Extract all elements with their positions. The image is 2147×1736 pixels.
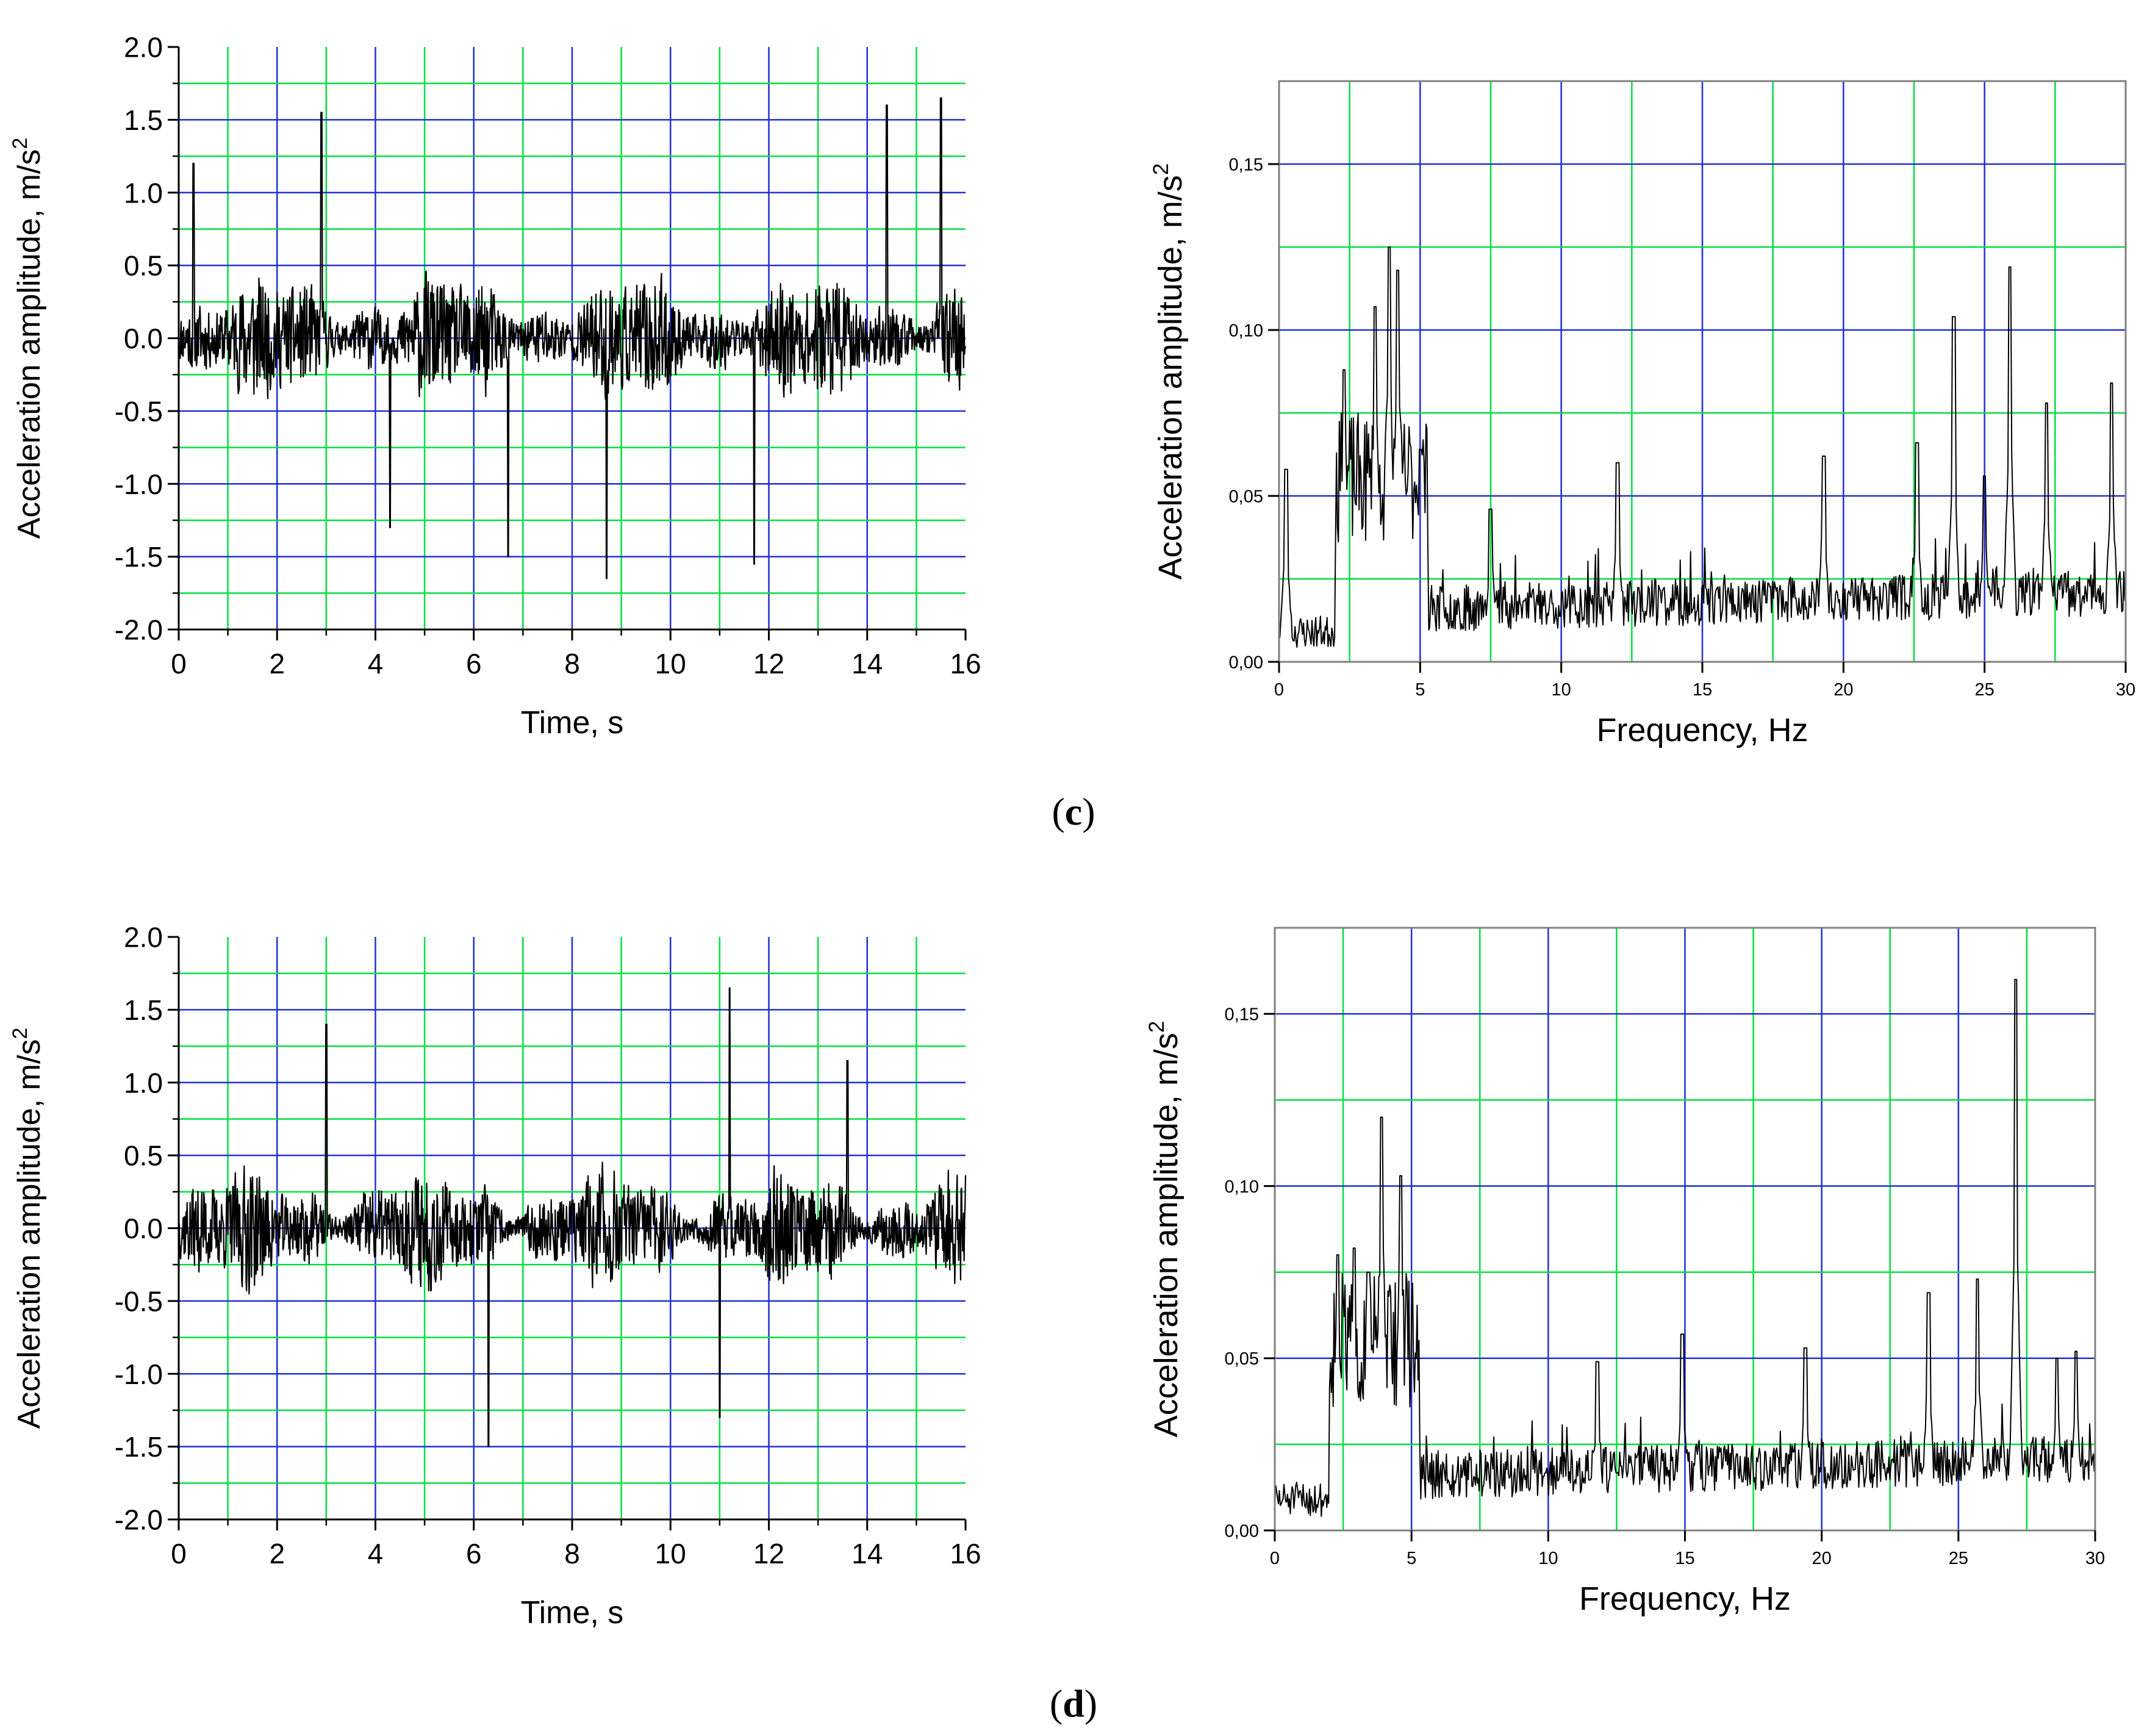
y-axis-label: Acceleration amplitude, m/s2	[9, 1028, 47, 1429]
x-tick-label: 20	[1833, 680, 1853, 700]
y-axis-label-superscript: 2	[9, 138, 32, 149]
y-axis-label-superscript: 2	[1145, 1021, 1169, 1033]
y-tick-label: 1.0	[124, 1067, 163, 1099]
x-tick-label: 10	[1538, 1549, 1558, 1568]
ticks-d-freq: 0,00 0,05 0,10 0,15 0 5 10 15 20 25 30	[1225, 1005, 2106, 1568]
x-tick-label: 0	[1270, 1549, 1280, 1568]
x-tick-label: 10	[1552, 680, 1571, 700]
chart-c-time: -2.0 -1.5 -1.0 -0.5 0.0 0.5 1.0 1.5 2.0 0 2 4 6 8 10 12…	[9, 32, 981, 741]
x-tick-label: 6	[466, 648, 482, 680]
chart-c-freq: 0,00 0,05 0,10 0,15 0 5 10 15 20 25 30 Frequency, H…	[1149, 80, 2136, 748]
y-tick-label: 0,15	[1225, 1005, 1259, 1025]
y-tick-label: 0,15	[1229, 155, 1263, 174]
ticks-c-freq: 0,00 0,05 0,10 0,15 0 5 10 15 20 25 30	[1229, 155, 2136, 700]
series-line-spectrum	[1278, 246, 2126, 648]
series-line-acceleration	[177, 987, 967, 1447]
panel-label-c: (c)	[1052, 790, 1095, 833]
y-tick-label: 0.0	[124, 323, 163, 354]
y-tick-label: 1.5	[124, 994, 163, 1026]
x-tick-label: 4	[368, 1538, 384, 1569]
y-axis-label-text: Acceleration amplitude, m/s	[1152, 175, 1189, 579]
y-axis-label-text: Acceleration amplitude, m/s	[1148, 1033, 1185, 1437]
x-tick-label: 0	[171, 648, 187, 680]
x-tick-label: 0	[171, 1538, 187, 1569]
y-tick-label: -1.5	[115, 1431, 163, 1463]
x-tick-label: 6	[466, 1538, 482, 1569]
x-tick-label: 14	[851, 1538, 883, 1569]
y-tick-label: -1.5	[115, 541, 163, 573]
y-axis-label: Acceleration amplitude, m/s2	[1149, 163, 1189, 580]
y-tick-label: 0,00	[1229, 653, 1263, 672]
x-tick-label: 12	[753, 648, 784, 680]
ticks-c-time: -2.0 -1.5 -1.0 -0.5 0.0 0.5 1.0 1.5 2.0 0 2 4 6 8 10 12…	[115, 32, 981, 680]
y-tick-label: -0.5	[115, 395, 163, 427]
x-tick-label: 15	[1693, 680, 1712, 700]
x-tick-label: 16	[950, 648, 981, 680]
grid-c-freq	[1279, 81, 2126, 662]
y-tick-label: 0,10	[1229, 321, 1263, 340]
y-tick-label: 1.5	[124, 104, 163, 136]
x-tick-label: 10	[655, 648, 686, 680]
x-tick-label: 5	[1407, 1549, 1416, 1568]
panel-label-d: (d)	[1050, 1682, 1097, 1725]
x-tick-label: 16	[950, 1538, 981, 1569]
x-tick-label: 8	[564, 648, 580, 680]
x-tick-label: 14	[851, 648, 883, 680]
y-tick-label: 1.0	[124, 177, 163, 209]
x-tick-label: 4	[368, 648, 384, 680]
x-tick-label: 8	[564, 1538, 580, 1569]
y-tick-label: -1.0	[115, 468, 163, 500]
x-tick-label: 25	[1949, 1549, 1968, 1568]
series-line-spectrum	[1274, 978, 2096, 1517]
charts: -2.0 -1.5 -1.0 -0.5 0.0 0.5 1.0 1.5 2.0 0 2 4 6 8 10 12…	[9, 32, 2135, 1630]
y-tick-label: -1.0	[115, 1358, 163, 1390]
y-tick-label: 2.0	[124, 32, 163, 63]
y-tick-label: 0.5	[124, 1140, 163, 1172]
x-tick-label: 15	[1675, 1549, 1694, 1568]
series-line-acceleration	[178, 97, 967, 579]
x-tick-label: 30	[2085, 1549, 2105, 1568]
x-tick-label: 12	[753, 1538, 784, 1569]
x-tick-label: 20	[1812, 1549, 1832, 1568]
y-tick-label: -0.5	[115, 1285, 163, 1317]
x-axis-label: Frequency, Hz	[1579, 1580, 1791, 1617]
x-tick-label: 2	[269, 1538, 285, 1569]
y-axis-label-superscript: 2	[9, 1028, 32, 1039]
y-tick-label: -2.0	[115, 1504, 163, 1536]
y-axis-label-text: Acceleration amplitude, m/s	[12, 149, 47, 539]
y-tick-label: 0.5	[124, 250, 163, 282]
grid-d-freq	[1275, 928, 2095, 1530]
x-axis-label: Frequency, Hz	[1596, 712, 1808, 748]
y-axis-label-superscript: 2	[1149, 163, 1173, 175]
y-tick-label: 0,10	[1225, 1177, 1259, 1197]
x-tick-label: 0	[1274, 680, 1284, 700]
x-tick-label: 30	[2116, 680, 2135, 700]
x-axis-label: Time, s	[521, 1595, 624, 1630]
x-tick-label: 25	[1975, 680, 1995, 700]
y-axis-label: Acceleration amplitude, m/s2	[1145, 1021, 1185, 1438]
y-tick-label: 0.0	[124, 1213, 163, 1244]
chart-d-freq: 0,00 0,05 0,10 0,15 0 5 10 15 20 25 30 Frequency, H…	[1145, 927, 2106, 1617]
y-tick-label: -2.0	[115, 614, 163, 646]
x-tick-label: 10	[655, 1538, 686, 1569]
y-tick-label: 0,05	[1229, 487, 1263, 506]
y-tick-label: 0,00	[1225, 1521, 1259, 1541]
ticks-d-time: -2.0 -1.5 -1.0 -0.5 0.0 0.5 1.0 1.5 2.0 0 2 4 6 8 10 12…	[115, 922, 981, 1569]
x-axis-label: Time, s	[521, 705, 624, 741]
x-tick-label: 5	[1415, 680, 1425, 700]
y-tick-label: 0,05	[1225, 1349, 1259, 1369]
x-tick-label: 2	[269, 648, 285, 680]
y-axis-label: Acceleration amplitude, m/s2	[9, 138, 47, 539]
y-tick-label: 2.0	[124, 922, 163, 953]
chart-d-time: -2.0 -1.5 -1.0 -0.5 0.0 0.5 1.0 1.5 2.0 0 2 4 6 8 10 12…	[9, 922, 981, 1630]
y-axis-label-text: Acceleration amplitude, m/s	[12, 1039, 47, 1429]
